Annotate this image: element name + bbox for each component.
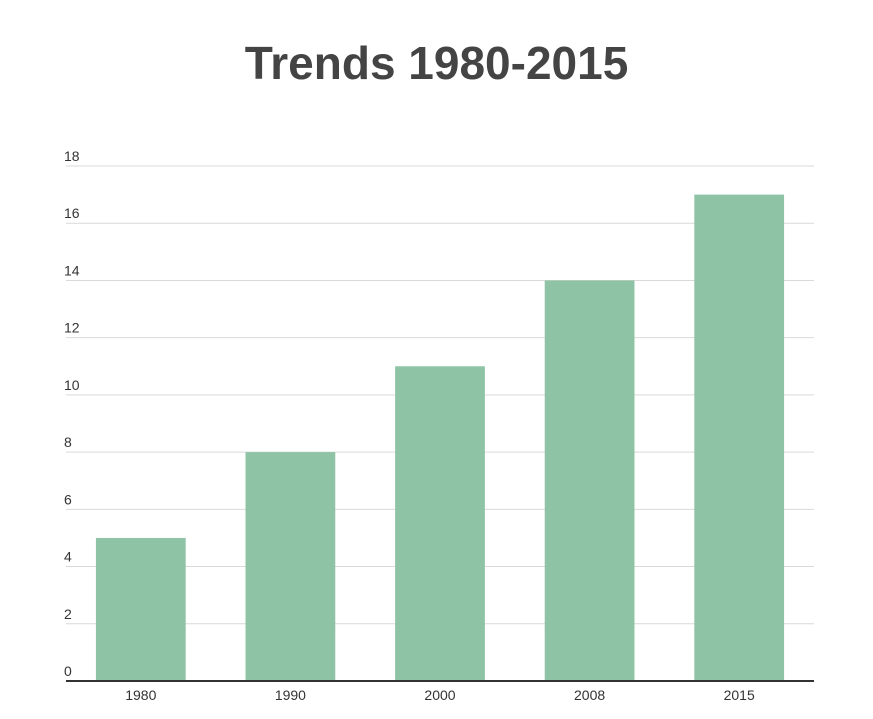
x-axis-ticks: 1980 1990 2000 2008 2015 [125,687,755,703]
x-tick-label: 2000 [424,687,455,703]
chart-title: Trends 1980-2015 [244,37,629,89]
bar-2015 [694,194,785,681]
y-tick-label: 2 [64,606,72,622]
x-tick-label: 1980 [125,687,156,703]
bars [95,194,785,681]
y-tick-label: 18 [64,148,80,164]
bar-1990 [245,452,336,681]
y-tick-label: 14 [64,262,80,278]
bar-2008 [544,280,635,681]
y-tick-label: 16 [64,205,80,221]
x-tick-label: 2015 [724,687,755,703]
bar-2000 [395,366,485,681]
y-tick-label: 8 [64,434,72,450]
x-tick-label: 2008 [574,687,605,703]
y-tick-label: 6 [64,491,72,507]
y-axis-ticks: 0 2 4 6 8 10 12 14 16 18 [64,148,80,679]
y-tick-label: 0 [64,663,72,679]
y-tick-label: 10 [64,377,80,393]
bar-1980 [95,537,186,681]
y-tick-label: 12 [64,320,80,336]
y-tick-label: 4 [64,549,72,565]
x-tick-label: 1990 [275,687,306,703]
